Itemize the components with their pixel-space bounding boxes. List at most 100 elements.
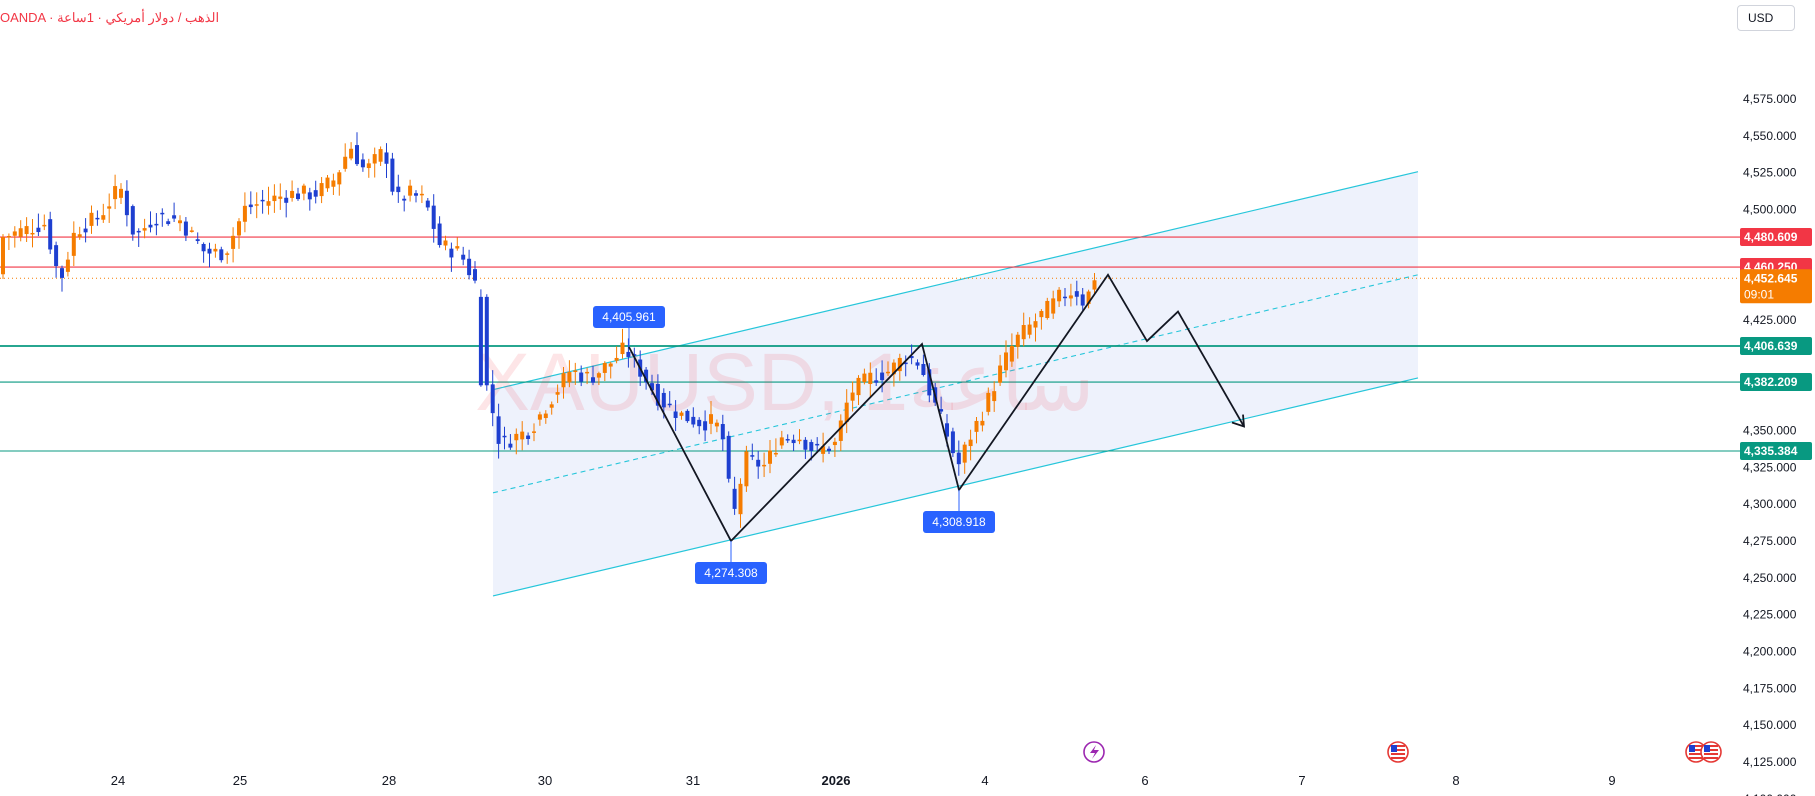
candle-body xyxy=(455,246,460,249)
candle-body xyxy=(325,177,330,189)
candle-body xyxy=(160,212,165,215)
candle xyxy=(1004,340,1008,378)
current-price-label: 4,452.645 xyxy=(1744,271,1798,285)
candle-body xyxy=(296,193,300,200)
candle xyxy=(113,174,118,210)
candle-body xyxy=(119,188,123,198)
price-tick: 4,325.000 xyxy=(1743,460,1797,474)
candle-body xyxy=(502,435,507,438)
candle-body xyxy=(679,412,684,416)
candle xyxy=(750,443,755,461)
candle-body xyxy=(862,373,867,383)
candle-body xyxy=(1063,296,1067,299)
candle xyxy=(260,189,265,214)
candle xyxy=(272,184,277,213)
us-flag-icon-stripe xyxy=(1704,753,1718,755)
candle xyxy=(201,242,206,263)
chart-header: OANDA · الذهب / دولار أمريكي · 1ساعة xyxy=(0,10,220,25)
candle-body xyxy=(36,227,41,233)
candle xyxy=(148,211,153,233)
candle xyxy=(490,370,495,427)
candle-body xyxy=(549,404,554,408)
candle xyxy=(874,368,879,387)
candle xyxy=(414,190,418,203)
candle-body xyxy=(561,373,566,388)
swing-annotations: 4,405.961 4,274.308 4,308.918 xyxy=(593,306,995,584)
candle xyxy=(703,410,708,442)
candle xyxy=(343,143,348,172)
candle-body xyxy=(301,185,306,194)
candle xyxy=(821,432,826,463)
candle xyxy=(962,441,967,474)
candle-body xyxy=(349,148,354,159)
candle xyxy=(832,437,837,457)
candle-body xyxy=(762,464,767,467)
candle xyxy=(1045,297,1050,320)
time-tick: 28 xyxy=(382,773,396,788)
us-flag-icon-stripe xyxy=(1704,749,1718,751)
candle xyxy=(36,213,41,237)
candle-body xyxy=(360,159,365,168)
candle-body xyxy=(773,452,778,455)
time-tick: 30 xyxy=(538,773,552,788)
candle xyxy=(30,219,35,248)
candle-body xyxy=(874,380,879,383)
time-tick: 31 xyxy=(686,773,700,788)
candle-body xyxy=(248,204,253,208)
candle xyxy=(1068,283,1073,307)
candle-body xyxy=(903,362,908,365)
us-flag-icon-stripe xyxy=(1704,757,1718,759)
candle xyxy=(478,289,483,387)
candle xyxy=(685,409,690,423)
level-label-4-bg xyxy=(1740,373,1812,392)
candle-body xyxy=(42,224,47,227)
candle xyxy=(473,261,477,284)
candle xyxy=(89,205,94,234)
us-flag-icon[interactable] xyxy=(1700,741,1722,763)
candle-body xyxy=(242,205,247,222)
candle xyxy=(366,158,371,178)
candle-body xyxy=(337,172,342,185)
level-label-5: 4,335.384 xyxy=(1744,444,1798,458)
candle-body xyxy=(437,223,442,246)
candle-body xyxy=(573,370,578,373)
candle-body xyxy=(1009,345,1014,362)
projected-path xyxy=(628,273,1246,543)
us-flag-icon-stripe xyxy=(1689,749,1703,751)
candle xyxy=(431,194,436,243)
currency-button[interactable]: USD xyxy=(1737,5,1795,31)
candle-body xyxy=(1086,291,1091,305)
candle xyxy=(207,242,212,268)
candle xyxy=(355,132,359,166)
candle xyxy=(213,243,218,258)
candle-body xyxy=(791,439,796,444)
price-tick: 4,200.000 xyxy=(1743,644,1797,658)
us-flag-icon[interactable] xyxy=(1387,741,1409,763)
candle-body xyxy=(172,215,177,219)
candle xyxy=(154,213,159,236)
candle xyxy=(484,294,489,391)
parallel-channel xyxy=(492,171,1419,597)
candle-body xyxy=(567,372,572,383)
price-labels: 4,480.6094,460.2504,406.6394,382.2094,33… xyxy=(1740,228,1812,461)
us-flag-icon-stripe xyxy=(1391,749,1405,751)
candle-body xyxy=(136,230,141,233)
candle-body xyxy=(124,190,129,216)
candle-body xyxy=(815,443,820,446)
candle xyxy=(372,147,377,178)
candle xyxy=(160,208,165,227)
candle xyxy=(502,426,507,450)
candle xyxy=(443,235,448,251)
lightning-icon-bolt xyxy=(1090,745,1099,759)
lightning-icon[interactable] xyxy=(1083,741,1105,763)
candle xyxy=(1092,272,1097,294)
candle-body xyxy=(832,441,837,446)
candle xyxy=(1063,288,1067,307)
candle-body xyxy=(1045,300,1050,318)
candle xyxy=(284,190,289,218)
candle xyxy=(242,192,247,233)
candle xyxy=(1033,313,1038,342)
candle xyxy=(903,355,908,377)
candle xyxy=(396,174,401,203)
